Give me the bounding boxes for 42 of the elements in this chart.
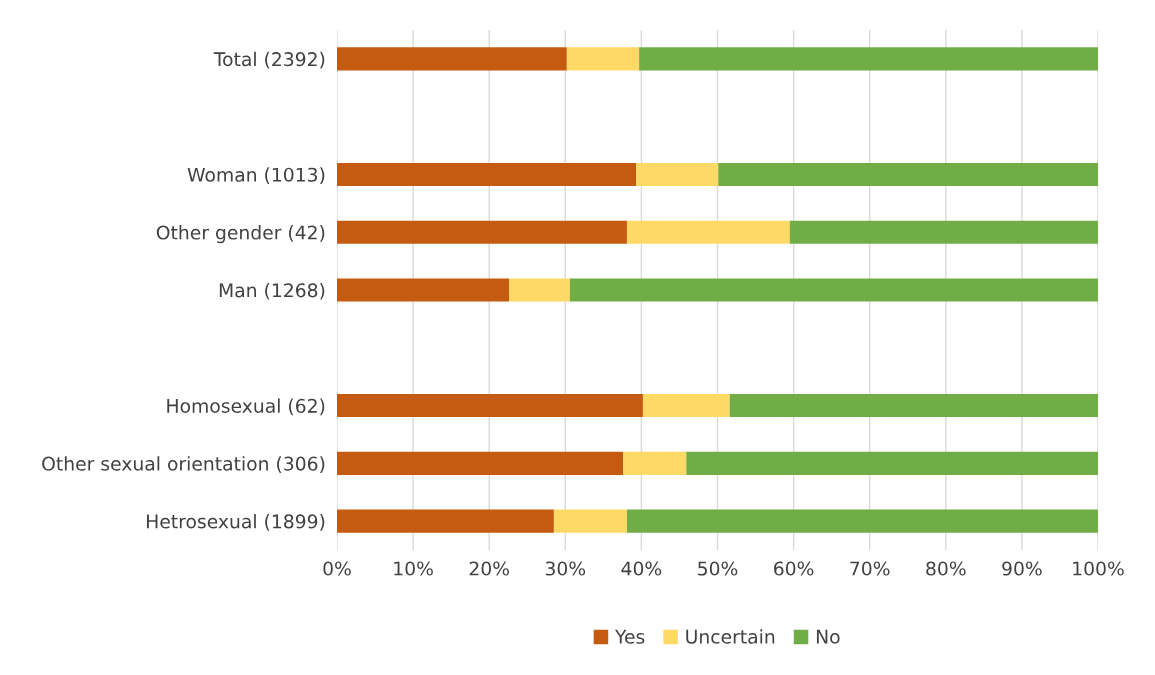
bar: [337, 451, 624, 475]
bar: [337, 394, 643, 418]
bar: [729, 394, 1098, 418]
bar: [337, 220, 627, 244]
bar: [718, 162, 1098, 186]
bar: [626, 220, 790, 244]
x-tick-label: 0%: [323, 561, 351, 576]
bar: [337, 162, 637, 186]
bar: [626, 509, 1098, 533]
x-tick-label: 10%: [394, 561, 433, 576]
bar: [686, 451, 1098, 475]
y-tick-label: Homosexual (62): [167, 398, 325, 416]
bar: [623, 451, 687, 475]
bar: [337, 278, 509, 302]
bar: [636, 162, 719, 186]
bar: [337, 47, 567, 71]
x-tick-label: 70%: [850, 561, 890, 576]
x-tick-label: 100%: [1073, 561, 1124, 576]
bar: [553, 509, 627, 533]
y-tick-label: Total (2392): [213, 51, 325, 69]
bar: [508, 278, 570, 302]
bar: [569, 278, 1098, 302]
x-tick-label: 90%: [1002, 561, 1042, 576]
bar: [642, 394, 730, 418]
legend-label: No: [816, 629, 840, 644]
x-tick-label: 60%: [774, 561, 814, 576]
bar: [337, 509, 554, 533]
x-tick-label: 80%: [926, 561, 966, 576]
x-tick-label: 20%: [469, 561, 509, 576]
y-tick-label: Man (1268): [219, 282, 325, 300]
y-tick-label: Woman (1013): [187, 167, 325, 185]
bar: [789, 220, 1098, 244]
bar: [639, 47, 1098, 71]
y-tick-label: Other sexual orientation (306): [42, 456, 325, 473]
legend-label: Yes: [614, 629, 645, 644]
x-tick-label: 40%: [621, 561, 662, 576]
x-tick-label: 30%: [545, 561, 586, 576]
x-tick-label: 50%: [698, 561, 738, 576]
y-tick-label: Other gender (42): [156, 225, 325, 244]
y-tick-label: Hetrosexual (1899): [147, 513, 325, 531]
legend-label: Uncertain: [686, 629, 775, 644]
bar: [566, 47, 640, 71]
